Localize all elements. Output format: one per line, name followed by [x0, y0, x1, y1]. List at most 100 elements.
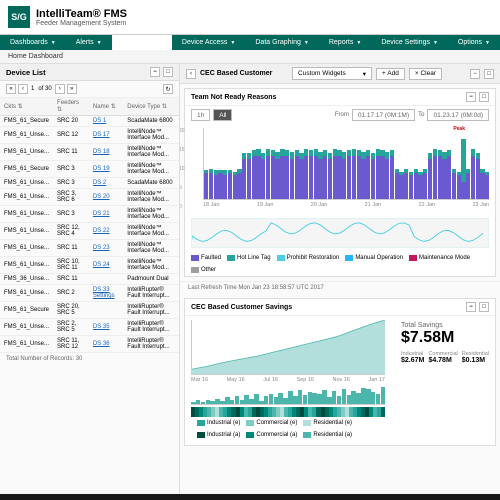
table-row[interactable]: FMS_61_Unse...SRC 3DS 21IntelliNode™ Int… — [0, 206, 179, 223]
panel-min-icon[interactable]: − — [466, 92, 476, 102]
kpi: Industrial$2.67M — [401, 351, 424, 364]
from-label: From — [335, 112, 349, 118]
back-icon[interactable]: ‹ — [186, 69, 196, 79]
pager: « ‹ 1 of 30 › » ↻ — [0, 81, 179, 98]
device-link[interactable]: DS 2 — [93, 180, 106, 186]
chevron-down-icon: ▼ — [230, 40, 235, 46]
pager-next-icon[interactable]: › — [55, 84, 65, 94]
savings-panel: CEC Based Customer Savings − □ — [184, 298, 496, 446]
device-link[interactable]: DS 35 — [93, 324, 110, 330]
table-row[interactable]: FMS_61_SecureSRC 20DS 1ScadaMate 6800 — [0, 116, 179, 127]
to-value[interactable]: 01.23.17 (0M:0d) — [427, 109, 489, 121]
savings-legend: Industrial (e)Commercial (e)Residential … — [191, 417, 385, 441]
table-row[interactable]: FMS_61_Unse...SRC 3DS 2ScadaMate 6800 — [0, 178, 179, 189]
panel-min-icon[interactable]: − — [466, 302, 476, 312]
savings-area-chart — [191, 320, 385, 375]
table-row[interactable]: FMS_61_Unse...SRC 11DS 23IntelliNode™ In… — [0, 240, 179, 257]
device-link[interactable]: DS 18 — [93, 149, 110, 155]
logo: S/G — [8, 6, 30, 28]
table-row[interactable]: FMS_36_Unse...SRC 11Padmount Dual — [0, 274, 179, 285]
min-icon[interactable]: − — [470, 69, 480, 79]
not-ready-title: Team Not Ready Reasons — [191, 94, 276, 101]
max-icon[interactable]: □ — [484, 69, 494, 79]
legend-item: Manual Operation — [345, 255, 403, 261]
peak-label: Peak — [453, 126, 465, 132]
nav-item-options[interactable]: Options▼ — [448, 35, 500, 50]
table-row[interactable]: FMS_61_Unse...SRC 10, SRC 11DS 24Intelli… — [0, 257, 179, 274]
widget-select[interactable]: Custom Widgets▾ — [292, 67, 372, 80]
add-button[interactable]: + Add — [376, 68, 405, 80]
pager-prev-icon[interactable]: ‹ — [18, 84, 28, 94]
table-row[interactable]: FMS_61_Unse...SRC 2, SRC 5DS 35IntelliRu… — [0, 319, 179, 336]
legend-item: Hot Line Tag — [227, 255, 271, 261]
kpi: Residential$0.13M — [462, 351, 489, 364]
chevron-down-icon: ▼ — [51, 40, 56, 46]
chevron-down-icon: ▼ — [304, 40, 309, 46]
table-row[interactable]: FMS_61_Unse...SRC 11, SRC 12DS 36Intelli… — [0, 336, 179, 353]
device-link[interactable]: DS 23 — [93, 245, 110, 251]
not-ready-panel: Team Not Ready Reasons − □ 1h All From 0… — [184, 88, 496, 277]
device-link[interactable]: DS 33 Settings — [93, 287, 115, 299]
savings-bar-chart — [191, 387, 385, 405]
table-row[interactable]: FMS_61_Unse...SRC 11DS 18IntelliNode™ In… — [0, 144, 179, 161]
pager-last-icon[interactable]: » — [67, 84, 77, 94]
pager-of: of 30 — [37, 86, 52, 92]
app-header: S/G IntelliTeam® FMS Feeder Management S… — [0, 0, 500, 35]
device-link[interactable]: DS 19 — [93, 166, 110, 172]
table-row[interactable]: FMS_61_Unse...SRC 12, SRC 4DS 22IntelliN… — [0, 223, 179, 240]
chevron-down-icon: ▼ — [97, 40, 102, 46]
legend-item: Residential (a) — [303, 432, 352, 438]
total-savings-value: $7.58M — [401, 329, 489, 347]
chevron-down-icon: ▼ — [356, 40, 361, 46]
legend-item: Prohibit Restoration — [277, 255, 340, 261]
table-row[interactable]: FMS_61_SecureSRC 20, SRC 5IntelliRupter®… — [0, 302, 179, 319]
nav-item-dashboards[interactable]: Dashboards▼ — [0, 35, 66, 50]
pager-refresh-icon[interactable]: ↻ — [163, 84, 173, 94]
chevron-down-icon: ▼ — [485, 40, 490, 46]
col-name[interactable]: Name ⇅ — [89, 98, 123, 116]
zoom-1h-button[interactable]: 1h — [191, 109, 210, 121]
legend-item: Commercial (a) — [246, 432, 297, 438]
nav-item-device-settings[interactable]: Device Settings▼ — [371, 35, 448, 50]
legend-item: Residential (e) — [303, 420, 352, 426]
from-value[interactable]: 01.17.17 (0M:1M) — [352, 109, 415, 121]
nav-item-device-access[interactable]: Device Access▼ — [172, 35, 245, 50]
col-ckts[interactable]: Ckts ⇅ — [0, 98, 53, 116]
chevron-down-icon: ▾ — [363, 70, 366, 78]
device-link[interactable]: DS 20 — [93, 194, 110, 200]
device-list-panel: Device List − □ « ‹ 1 of 30 › » ↻ Ckts ⇅… — [0, 64, 180, 494]
col-device type[interactable]: Device Type ⇅ — [123, 98, 179, 116]
expand-icon[interactable]: □ — [163, 67, 173, 77]
chevron-down-icon: ▼ — [433, 40, 438, 46]
table-row[interactable]: FMS_61_SecureSRC 3DS 19IntelliNode™ Inte… — [0, 161, 179, 178]
legend-item: Commercial (e) — [246, 420, 297, 426]
pager-first-icon[interactable]: « — [6, 84, 16, 94]
table-row[interactable]: FMS_61_Unse...SRC 3, SRC 6DS 20IntelliNo… — [0, 189, 179, 206]
nav-item-alerts[interactable]: Alerts▼ — [66, 35, 112, 50]
device-table: Ckts ⇅Feeders ⇅Name ⇅Device Type ⇅ FMS_6… — [0, 98, 179, 353]
records-count: Total Number of Records: 30 — [0, 353, 179, 365]
panel-max-icon[interactable]: □ — [479, 92, 489, 102]
panel-max-icon[interactable]: □ — [479, 302, 489, 312]
nav-item-reports[interactable]: Reports▼ — [319, 35, 371, 50]
total-savings-label: Total Savings — [401, 322, 489, 329]
device-link[interactable]: DS 24 — [93, 262, 110, 268]
col-feeders[interactable]: Feeders ⇅ — [53, 98, 89, 116]
device-link[interactable]: DS 36 — [93, 341, 110, 347]
device-link[interactable]: DS 21 — [93, 211, 110, 217]
table-row[interactable]: FMS_61_Unse...SRC 2DS 33 SettingsIntelli… — [0, 285, 179, 302]
table-row[interactable]: FMS_61_Unse...SRC 12DS 17IntelliNode™ In… — [0, 127, 179, 144]
device-list-title: Device List — [6, 68, 46, 77]
to-label: To — [418, 112, 424, 118]
collapse-icon[interactable]: − — [150, 67, 160, 77]
range-selector[interactable] — [191, 218, 489, 248]
device-link[interactable]: DS 1 — [93, 118, 106, 124]
zoom-all-button[interactable]: All — [213, 109, 232, 121]
app-title: IntelliTeam® FMS — [36, 8, 127, 20]
device-link[interactable]: DS 17 — [93, 132, 110, 138]
nav-item-data-graphing[interactable]: Data Graphing▼ — [245, 35, 318, 50]
legend-item: Other — [191, 267, 216, 273]
device-link[interactable]: DS 22 — [93, 228, 110, 234]
legend-item: Industrial (a) — [197, 432, 240, 438]
clear-button[interactable]: × Clear — [409, 68, 442, 80]
